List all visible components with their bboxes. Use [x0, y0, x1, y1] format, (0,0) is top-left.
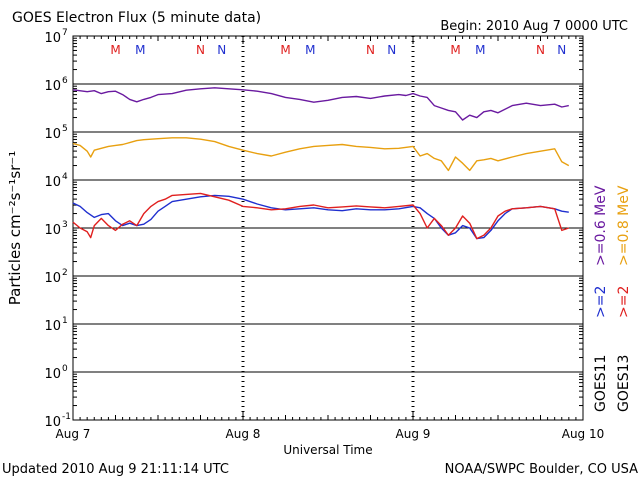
marker-n: N	[387, 43, 396, 57]
marker-n: N	[196, 43, 205, 57]
y-tick-label: 10	[44, 367, 61, 382]
y-tick-label: 10	[44, 223, 61, 238]
marker-n: N	[366, 43, 375, 57]
y-tick-exponent: -1	[62, 412, 71, 422]
y-tick-exponent: 6	[62, 76, 68, 86]
series-goes11-2-mev	[72, 194, 569, 240]
legend-goes11: GOES11	[593, 355, 609, 412]
marker-m: M	[280, 43, 290, 57]
y-tick-label: 10	[44, 415, 61, 430]
y-tick-exponent: 7	[62, 28, 68, 38]
marker-m: M	[450, 43, 460, 57]
y-tick-label: 10	[44, 175, 61, 190]
x-tick-label: Aug 8	[226, 427, 261, 441]
series-goes13-2-mev	[72, 192, 570, 240]
y-tick-exponent: 1	[62, 316, 68, 326]
y-tick-exponent: 2	[62, 268, 68, 278]
legend-goes11-06mev: >=0.6 MeV	[593, 185, 609, 266]
marker-m: M	[110, 43, 120, 57]
day-dividers	[241, 36, 415, 420]
chart-title: GOES Electron Flux (5 minute data)	[12, 10, 261, 26]
y-tick-label: 10	[44, 319, 61, 334]
legend-goes13: GOES13	[616, 355, 632, 412]
series-lines	[72, 87, 570, 240]
y-tick-label: 10	[44, 271, 61, 286]
series-goes13-0-8-mev	[72, 137, 570, 172]
legend-goes13-08mev: >=0.8 MeV	[616, 185, 632, 266]
y-tick-label: 10	[44, 79, 61, 94]
begin-time: Begin: 2010 Aug 7 0000 UTC	[440, 19, 628, 34]
updated-time: Updated 2010 Aug 9 21:11:14 UTC	[2, 462, 229, 477]
x-tick-label: Aug 10	[562, 427, 605, 441]
x-tick-label: Aug 9	[396, 427, 431, 441]
x-tick-label: Aug 7	[56, 427, 91, 441]
y-tick-label: 10	[44, 127, 61, 142]
y-tick-label: 10	[44, 31, 61, 46]
x-axis-label: Universal Time	[283, 443, 372, 457]
series-goes11-0-6-mev	[72, 87, 569, 121]
marker-m: M	[135, 43, 145, 57]
x-axis-ticks: Aug 7 Aug 8 Aug 9 Aug 10	[56, 36, 605, 441]
legend-goes13-2mev: >=2	[616, 286, 632, 318]
marker-m: M	[305, 43, 315, 57]
marker-n: N	[217, 43, 226, 57]
marker-n: N	[536, 43, 545, 57]
y-tick-exponent: 4	[62, 172, 68, 182]
y-tick-exponent: 5	[62, 124, 68, 134]
credit: NOAA/SWPC Boulder, CO USA	[445, 462, 638, 477]
y-axis-label: Particles cm⁻²s⁻¹sr⁻¹	[6, 151, 24, 305]
legend-goes11-2mev: >=2	[593, 286, 609, 318]
marker-m: M	[475, 43, 485, 57]
marker-n: N	[557, 43, 566, 57]
y-tick-exponent: 3	[62, 220, 68, 230]
y-tick-exponent: 0	[62, 364, 68, 374]
